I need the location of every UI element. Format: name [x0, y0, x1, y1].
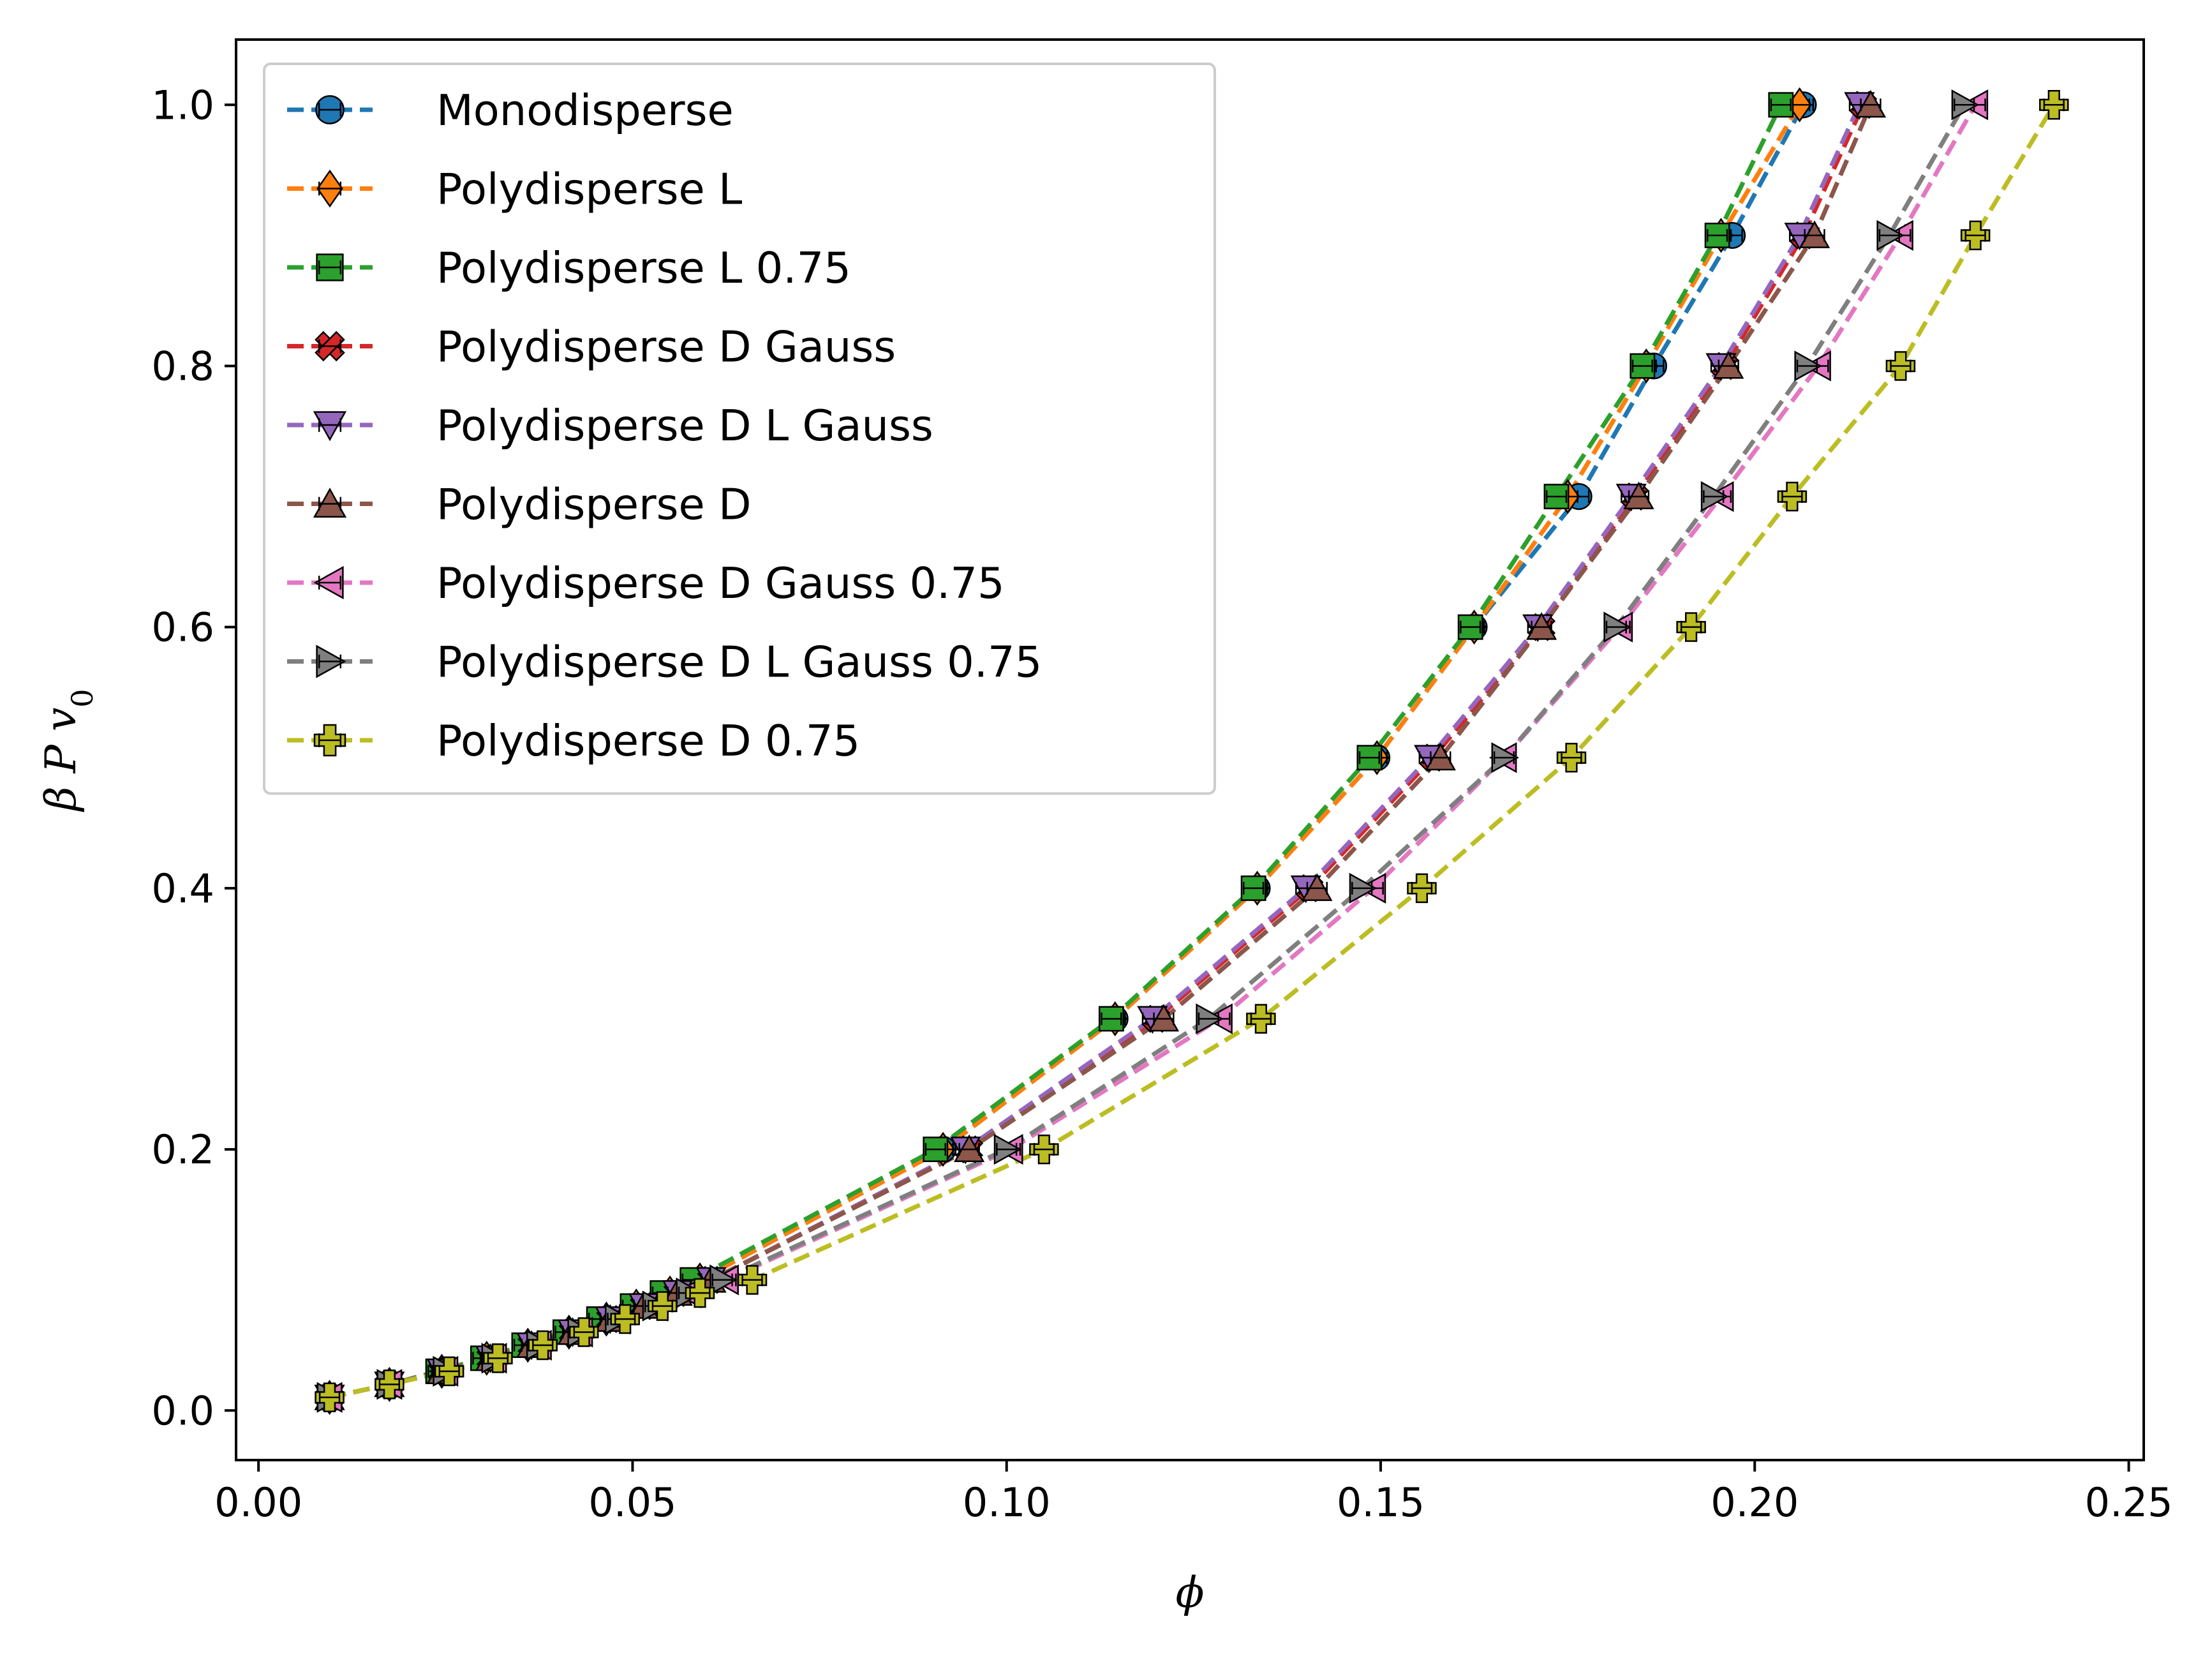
- data-point: [1302, 873, 1333, 901]
- y-axis-label-subscript: 0: [65, 689, 100, 707]
- legend-entry-3: Polydisperse L 0.75: [287, 243, 851, 293]
- legend-label: Polydisperse L 0.75: [436, 243, 851, 293]
- data-point: [1777, 481, 1807, 512]
- data-point: [1799, 220, 1830, 248]
- legend-marker: [315, 331, 345, 362]
- data-point: [685, 1278, 715, 1308]
- x-tick-label: 0.20: [1711, 1479, 1799, 1526]
- data-point: [1951, 89, 1980, 121]
- y-axis-label: β P v0: [36, 689, 100, 812]
- x-tick-label: 0.05: [588, 1479, 676, 1526]
- legend-box: [263, 63, 1216, 795]
- plot-content: [314, 87, 2069, 1415]
- data-point: [1240, 875, 1266, 901]
- data-point: [1407, 873, 1437, 904]
- legend-entry-7: Polydisperse D Gauss 0.75: [287, 558, 1005, 608]
- data-point: [1885, 351, 1916, 381]
- data-point: [953, 1134, 985, 1163]
- data-point: [1623, 481, 1654, 510]
- legend-label: Polydisperse L: [436, 165, 742, 214]
- x-tick-label: 0.25: [2085, 1479, 2173, 1526]
- legend-entry-5: Polydisperse D L Gauss: [287, 401, 933, 451]
- legend-label: Polydisperse D: [436, 480, 752, 530]
- data-point: [1704, 222, 1730, 248]
- y-axis-label-main: β P v: [36, 708, 85, 813]
- legend-label: Polydisperse D L Gauss 0.75: [436, 638, 1042, 687]
- data-point: [1960, 220, 1991, 251]
- data-point: [1603, 611, 1631, 643]
- data-point: [1876, 220, 1904, 251]
- data-point: [1768, 92, 1794, 118]
- data-point: [1425, 742, 1456, 771]
- y-tick-label: 0.6: [151, 604, 214, 651]
- x-axis-label: ϕ: [1176, 1568, 1205, 1617]
- series-markers-9: [315, 90, 2069, 1413]
- data-point: [1349, 872, 1377, 904]
- legend-label: Polydisperse D Gauss 0.75: [436, 558, 1005, 608]
- axes: 0.00 0.05 0.10 0.15 0.20 0.25 0.0 0.2 0.4 0.6 0.8 1…: [36, 38, 2173, 1617]
- legend-entry-2: Polydisperse L: [287, 165, 742, 214]
- legend-entry-1: Monodisperse: [287, 86, 734, 135]
- y-tick-label: 0.2: [151, 1126, 214, 1173]
- axes-frame: [235, 38, 2145, 1461]
- legend-label: Monodisperse: [436, 86, 734, 135]
- data-point: [1855, 89, 1887, 118]
- data-point: [993, 1133, 1022, 1165]
- data-point: [1525, 612, 1557, 640]
- y-tick-label: 1.0: [151, 82, 214, 128]
- legend-entry-9: Polydisperse D 0.75: [287, 716, 860, 766]
- data-point: [648, 1291, 678, 1321]
- data-point: [1713, 351, 1744, 379]
- data-point: [1457, 614, 1483, 640]
- data-point: [434, 1356, 464, 1387]
- data-point: [923, 1137, 949, 1163]
- x-tick-label: 0.00: [214, 1479, 302, 1526]
- data-point: [375, 1369, 405, 1399]
- legend-marker: [316, 253, 344, 281]
- legend: Monodisperse Polydisperse L Polydisperse L…: [263, 63, 1216, 795]
- legend-marker: [313, 488, 347, 518]
- data-point: [1629, 353, 1656, 379]
- legend-entry-6: Polydisperse D: [287, 480, 752, 530]
- data-point: [610, 1304, 640, 1334]
- legend-label: Polydisperse D L Gauss: [436, 401, 933, 451]
- data-point: [483, 1343, 513, 1373]
- legend-label: Polydisperse D 0.75: [436, 716, 860, 766]
- y-tick-label: 0.8: [151, 343, 214, 389]
- plot-area: [314, 87, 2069, 1415]
- x-tick-label: 0.15: [1337, 1479, 1425, 1526]
- legend-marker: [316, 169, 343, 208]
- data-point: [1676, 612, 1706, 642]
- data-point: [1246, 1004, 1276, 1034]
- legend-label: Polydisperse D Gauss: [436, 322, 896, 372]
- data-point: [568, 1317, 599, 1347]
- data-point: [709, 1264, 738, 1295]
- legend-marker: [313, 411, 347, 442]
- data-point: [528, 1330, 558, 1361]
- legend-marker: [313, 724, 346, 757]
- legend-entry-8: Polydisperse D L Gauss 0.75: [287, 638, 1042, 687]
- legend-entry-4: Polydisperse D Gauss: [287, 322, 896, 372]
- legend-marker: [313, 565, 344, 600]
- data-point: [1098, 1006, 1124, 1032]
- legend-marker: [315, 95, 345, 124]
- data-point: [315, 1382, 345, 1413]
- data-point: [1700, 481, 1729, 512]
- y-tick-label: 0.4: [151, 865, 214, 912]
- data-point: [2039, 90, 2069, 120]
- data-point: [1196, 1003, 1224, 1034]
- x-tick-label: 0.10: [963, 1479, 1051, 1526]
- legend-marker: [316, 645, 346, 678]
- data-point: [1029, 1134, 1059, 1165]
- data-point: [1556, 743, 1587, 773]
- data-point: [737, 1265, 768, 1295]
- y-tick-label: 0.0: [151, 1387, 214, 1434]
- data-point: [1356, 745, 1383, 771]
- data-point: [1543, 484, 1570, 510]
- data-point: [1491, 742, 1519, 773]
- data-point: [1148, 1003, 1180, 1032]
- data-point: [1794, 350, 1822, 382]
